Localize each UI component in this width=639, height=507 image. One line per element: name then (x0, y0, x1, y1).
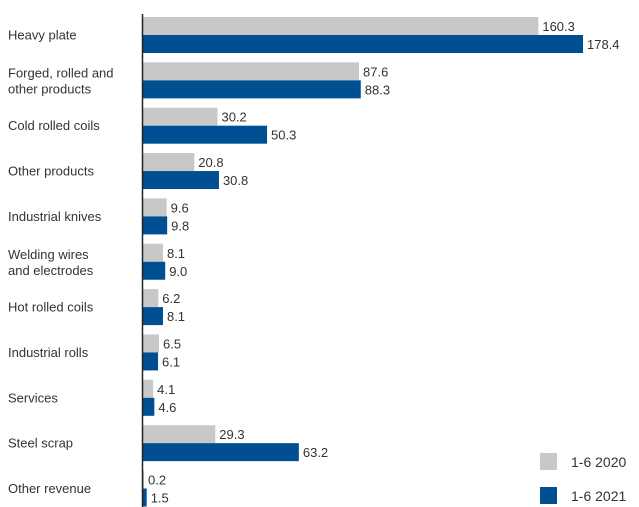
bar-2020 (143, 379, 154, 398)
category-label: Cold rolled coils (8, 118, 100, 133)
category-label: Welding wires and electrodes (8, 247, 94, 278)
category-label: Other revenue (8, 481, 91, 496)
bar-2021 (143, 35, 583, 53)
bar-2021 (143, 216, 168, 235)
bar-2020 (143, 425, 216, 444)
data-label: 20.8 (198, 155, 223, 170)
legend-label: 1-6 2021 (571, 488, 626, 504)
bar-2020 (143, 198, 167, 217)
data-label: 88.3 (365, 82, 390, 97)
category-label: Forged, rolled and other products (8, 65, 114, 96)
data-label: 8.1 (167, 309, 185, 324)
bar-2021 (143, 443, 299, 462)
legend: 1-6 2020 1-6 2021 (540, 453, 626, 504)
bar-2021 (143, 397, 155, 416)
bar-2021 (143, 171, 219, 190)
data-label: 87.6 (363, 64, 388, 79)
data-label: 29.3 (219, 427, 244, 442)
data-label: 63.2 (303, 445, 328, 460)
data-label: 6.5 (163, 336, 181, 351)
category-label: Hot rolled coils (8, 300, 94, 315)
bar-2020 (143, 153, 195, 172)
bar-2020 (143, 334, 160, 353)
bar-2021 (143, 261, 166, 280)
legend-swatch-2020 (540, 453, 557, 470)
data-label: 30.8 (223, 173, 248, 188)
data-label: 9.8 (171, 218, 189, 233)
data-label: 6.1 (162, 354, 180, 369)
category-labels: Heavy plate Forged, rolled and other produ… (8, 28, 114, 497)
value-labels: 160.3 178.4 87.6 88.3 30.2 50.3 20.830.8 9.6 9.8… (148, 19, 620, 506)
data-label: 4.1 (157, 382, 175, 397)
data-label: 178.4 (587, 37, 620, 52)
bar-2020 (143, 62, 360, 81)
data-label: 9.6 (171, 200, 189, 215)
bar-2021 (143, 125, 268, 144)
data-label: 1.5 (151, 491, 169, 506)
bar-2021 (143, 307, 163, 326)
bar-2020 (143, 17, 539, 35)
data-label: 160.3 (542, 19, 575, 34)
data-label: 0.2 (148, 473, 166, 488)
bar-2021 (143, 352, 159, 371)
category-label: Heavy plate (8, 28, 77, 43)
bar-2021 (143, 488, 147, 507)
data-label: 30.2 (221, 110, 246, 125)
category-label: Industrial rolls (8, 345, 89, 360)
legend-label: 1-6 2020 (571, 454, 626, 470)
bar-2021 (143, 80, 361, 99)
legend-swatch-2021 (540, 487, 557, 504)
bars-group (143, 17, 583, 507)
data-label: 50.3 (271, 128, 296, 143)
data-label: 6.2 (162, 291, 180, 306)
category-label: Industrial knives (8, 209, 102, 224)
category-label: Other products (8, 164, 94, 179)
bar-2020 (143, 470, 144, 489)
data-label: 8.1 (167, 246, 185, 261)
category-label: Services (8, 390, 58, 405)
data-label: 4.6 (158, 400, 176, 415)
category-label: Steel scrap (8, 436, 73, 451)
bar-2020 (143, 243, 163, 262)
data-label: 9.0 (169, 264, 187, 279)
bar-2020 (143, 289, 159, 308)
bar-2020 (143, 107, 218, 126)
